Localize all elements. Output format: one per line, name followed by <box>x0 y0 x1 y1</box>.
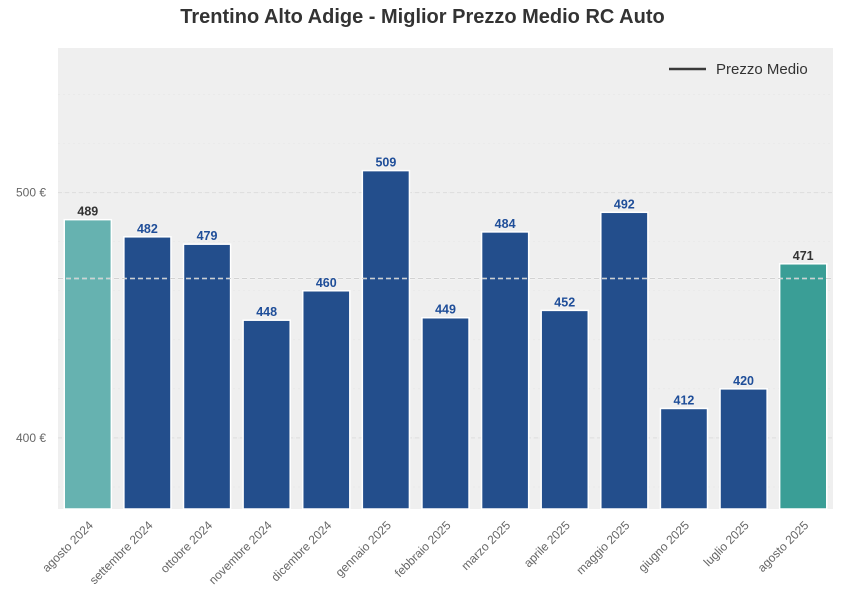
data-label: 482 <box>137 222 158 236</box>
bar <box>242 319 291 510</box>
legend: Prezzo Medio <box>669 61 808 78</box>
data-label: 489 <box>77 205 98 219</box>
bar <box>719 388 768 510</box>
data-label: 449 <box>435 303 456 317</box>
x-tick-label: novembre 2024 <box>206 518 275 587</box>
bar <box>361 169 411 510</box>
data-label: 471 <box>793 249 814 263</box>
y-axis-ticks: 400 € 500 € <box>16 186 46 445</box>
bar <box>600 211 649 510</box>
x-tick-label: agosto 2025 <box>755 518 812 575</box>
data-label: 420 <box>733 374 754 388</box>
legend-label: Prezzo Medio <box>716 61 808 78</box>
bar <box>778 263 828 510</box>
bar <box>480 231 530 510</box>
x-tick-label: dicembre 2024 <box>268 518 334 584</box>
data-label: 509 <box>375 156 396 170</box>
data-label: 452 <box>554 295 575 309</box>
data-label: 479 <box>197 229 218 243</box>
data-label: 460 <box>316 276 337 290</box>
data-label: 484 <box>495 217 516 231</box>
x-tick-label: marzo 2025 <box>459 518 514 573</box>
bar <box>421 316 470 510</box>
y-tick-label: 500 € <box>16 186 46 200</box>
x-tick-label: settembre 2024 <box>87 518 156 587</box>
x-tick-label: giugno 2025 <box>635 518 692 575</box>
value-labels: 489 482 479 448 460 509 449 484 452 492 412 420 471 <box>77 156 813 408</box>
bars <box>63 169 828 510</box>
chart-title: Trentino Alto Adige - Miglior Prezzo Med… <box>180 6 665 28</box>
x-tick-label: febbraio 2025 <box>392 518 454 580</box>
bar <box>63 218 113 510</box>
x-tick-label: ottobre 2024 <box>158 518 216 576</box>
bar <box>659 407 709 510</box>
x-tick-label: luglio 2025 <box>701 518 752 569</box>
bar <box>540 309 590 510</box>
data-label: 448 <box>256 305 277 319</box>
x-tick-label: aprile 2025 <box>521 518 573 570</box>
x-tick-label: agosto 2024 <box>39 518 96 575</box>
data-label: 412 <box>674 393 695 407</box>
bar <box>301 290 351 510</box>
x-tick-label: gennaio 2025 <box>333 518 395 580</box>
x-tick-label: maggio 2025 <box>574 518 633 577</box>
y-tick-label: 400 € <box>16 431 46 445</box>
bar <box>182 243 232 510</box>
bar <box>123 236 172 510</box>
data-label: 492 <box>614 197 635 211</box>
